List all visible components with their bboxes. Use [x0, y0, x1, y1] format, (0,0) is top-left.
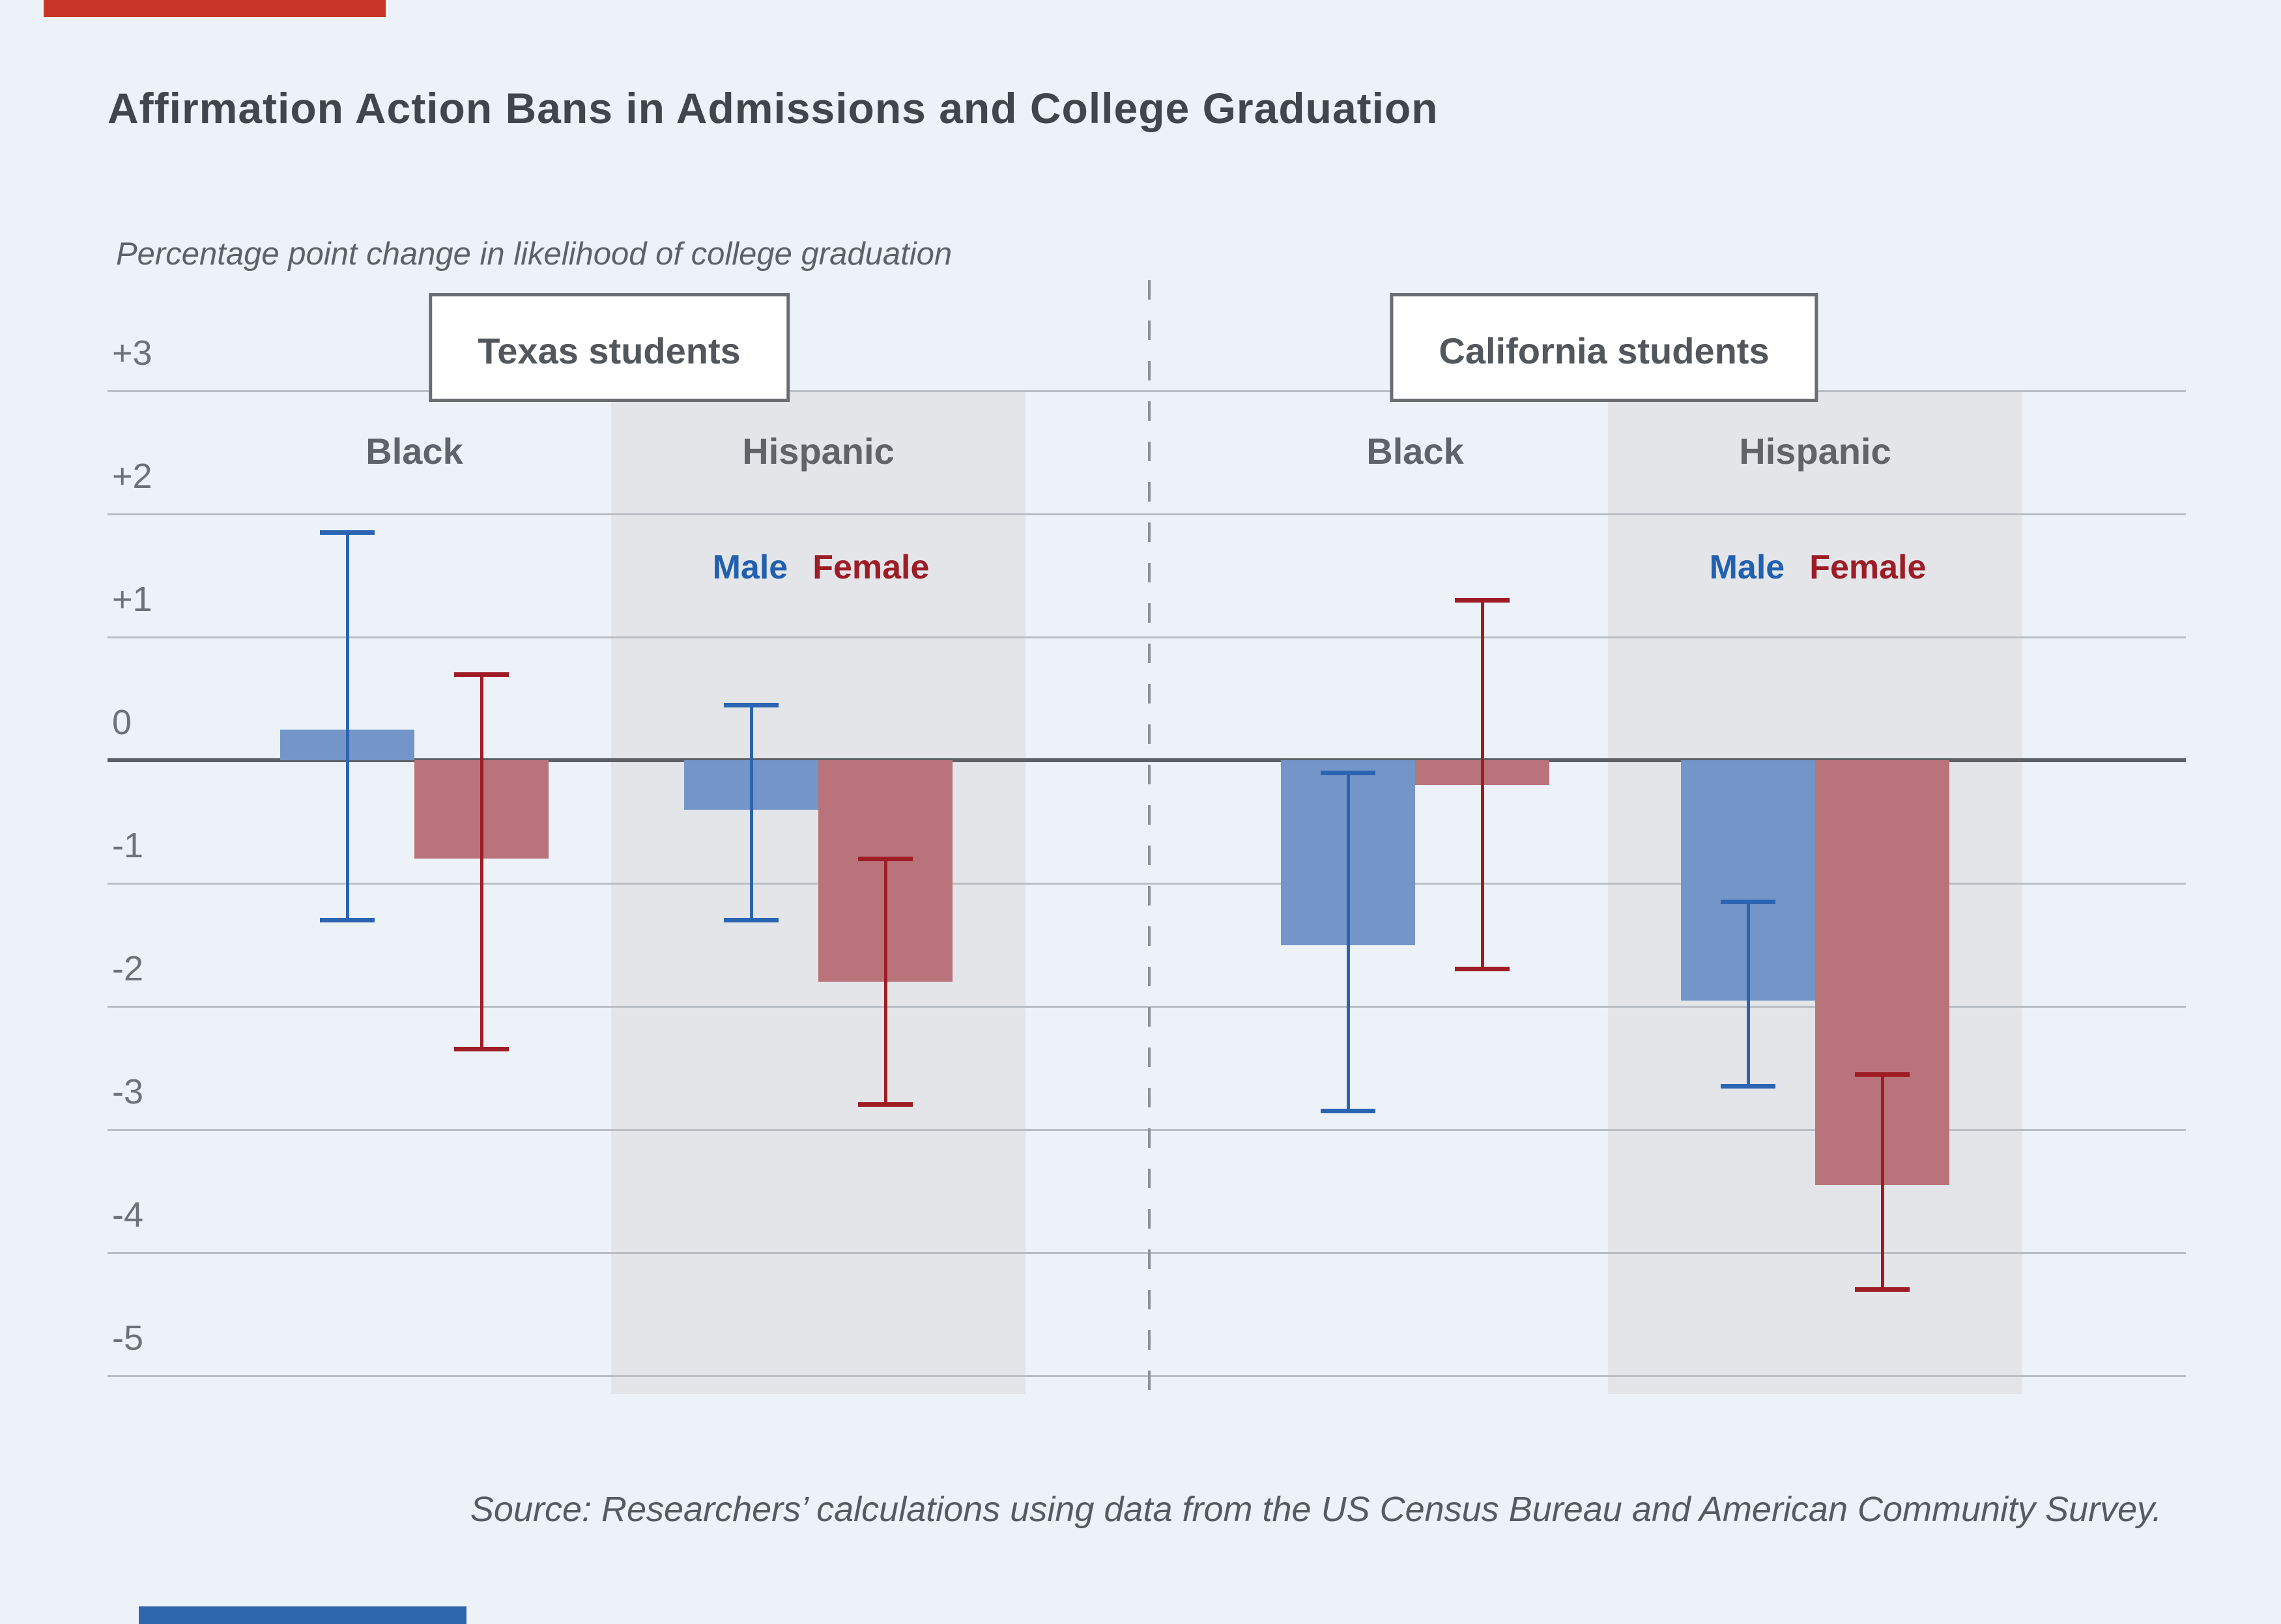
- top-red-accent-bar: [44, 0, 386, 17]
- legend: Male Female: [1710, 549, 1927, 586]
- male-error-bar-cap-top: [1321, 770, 1375, 775]
- y-axis-tick-label: -4: [112, 1195, 144, 1234]
- female-error-bar-line: [1880, 1074, 1884, 1290]
- male-error-bar-cap-bottom: [1721, 1083, 1775, 1089]
- zero-axis-line: [108, 758, 2186, 762]
- female-error-bar-cap-bottom: [1455, 967, 1510, 972]
- gridline: [108, 513, 2186, 515]
- y-axis-tick-label: 0: [112, 703, 132, 742]
- female-error-bar-cap-top: [1855, 1072, 1910, 1077]
- male-error-bar-cap-top: [320, 530, 375, 535]
- female-error-bar-line: [480, 674, 483, 1050]
- y-axis-tick-label: +1: [112, 580, 152, 619]
- male-error-bar-cap-bottom: [1321, 1108, 1375, 1113]
- legend-male-label: Male: [712, 548, 788, 586]
- legend-female-label: Female: [1809, 548, 1927, 586]
- group-label: Black: [366, 431, 463, 472]
- male-error-bar-cap-top: [724, 702, 779, 707]
- gridline: [108, 1006, 2186, 1008]
- female-error-bar-line: [1480, 600, 1484, 970]
- male-error-bar-line: [345, 532, 349, 920]
- male-error-bar-cap-top: [1721, 900, 1775, 905]
- group-label: Hispanic: [1739, 431, 1891, 472]
- y-axis-tick-label: -2: [112, 949, 144, 988]
- panel-divider-dashed-line: [1148, 280, 1151, 1394]
- y-axis-tick-label: -1: [112, 826, 144, 865]
- female-error-bar-cap-bottom: [1855, 1287, 1910, 1292]
- chart-title: Affirmation Action Bans in Admissions an…: [108, 84, 1439, 132]
- male-error-bar-line: [1346, 772, 1350, 1111]
- male-error-bar-line: [749, 704, 753, 920]
- gridline: [108, 1129, 2186, 1131]
- gridline: [108, 636, 2186, 638]
- gridline: [108, 1375, 2186, 1377]
- gridline: [108, 390, 2186, 392]
- y-axis-tick-label: -5: [112, 1318, 144, 1358]
- male-error-bar-line: [1746, 902, 1750, 1087]
- female-error-bar-cap-top: [858, 857, 913, 862]
- panel-label-box: Texas students: [429, 293, 790, 402]
- male-error-bar-cap-bottom: [320, 917, 375, 922]
- y-axis-unit-label: Percentage point change in likelihood of…: [116, 236, 953, 272]
- female-error-bar-cap-top: [1455, 598, 1510, 603]
- source-note: Source: Researchers’ calculations using …: [470, 1490, 2162, 1529]
- group-label: Black: [1366, 431, 1464, 472]
- legend: Male Female: [713, 549, 930, 586]
- legend-male-label: Male: [1709, 548, 1785, 586]
- y-axis-tick-label: +3: [112, 334, 152, 373]
- gridline: [108, 1252, 2186, 1254]
- y-axis-tick-label: +2: [112, 457, 152, 496]
- legend-female-label: Female: [812, 548, 930, 586]
- male-error-bar-cap-bottom: [724, 917, 779, 922]
- group-label: Hispanic: [742, 431, 895, 472]
- bottom-blue-accent-bar: [139, 1606, 466, 1624]
- female-error-bar-cap-bottom: [858, 1102, 913, 1107]
- panel-label-box: California students: [1390, 293, 1818, 402]
- gridline: [108, 883, 2186, 885]
- female-error-bar-line: [883, 859, 887, 1105]
- y-axis-tick-label: -3: [112, 1072, 144, 1111]
- female-error-bar-cap-top: [454, 672, 509, 677]
- female-error-bar-cap-bottom: [454, 1047, 509, 1052]
